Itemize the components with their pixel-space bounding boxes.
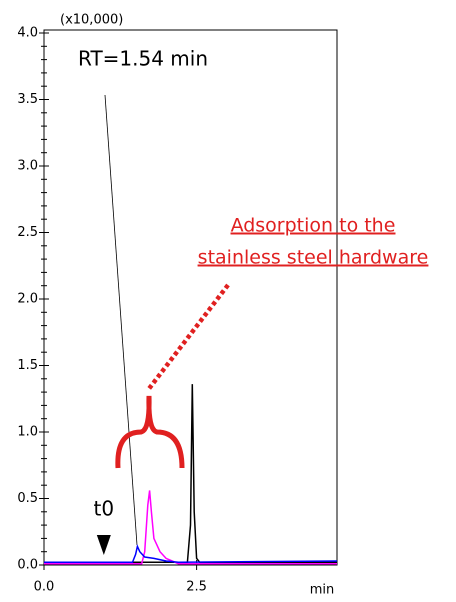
x-tick-label: 0.0 (34, 580, 55, 595)
dotted-pointer (146, 283, 230, 392)
y-tick-label: 2.5 (17, 225, 38, 240)
t0-label: t0 (94, 497, 115, 521)
y-tick-label: 0.0 (17, 558, 38, 573)
y-tick-label: 4.0 (17, 26, 38, 41)
annotation-line: Adsorption to the (231, 215, 396, 237)
adsorption-annotation: Adsorption to the stainless steel hardwa… (198, 215, 429, 269)
x-tick-label: 2.5 (186, 580, 207, 595)
y-tick-label: 1.0 (17, 425, 38, 440)
y-tick-label: 1.5 (17, 358, 38, 373)
brace (115, 395, 185, 469)
y-unit-label: (x10,000) (60, 13, 123, 28)
y-tick-label: 0.5 (17, 491, 38, 506)
y-tick-label: 3.5 (17, 92, 38, 107)
series-line (44, 544, 338, 564)
plot-frame (43, 29, 338, 566)
y-tick-label: 2.0 (17, 292, 38, 307)
y-tick-label: 3.0 (17, 159, 38, 174)
rt-annotation: RT=1.54 min (78, 47, 208, 71)
rt-pointer (104, 94, 138, 546)
annotation-line: stainless steel hardware (198, 247, 429, 269)
series-line (44, 384, 337, 564)
x-axis-label: min (310, 583, 335, 598)
t0-marker (96, 535, 111, 555)
